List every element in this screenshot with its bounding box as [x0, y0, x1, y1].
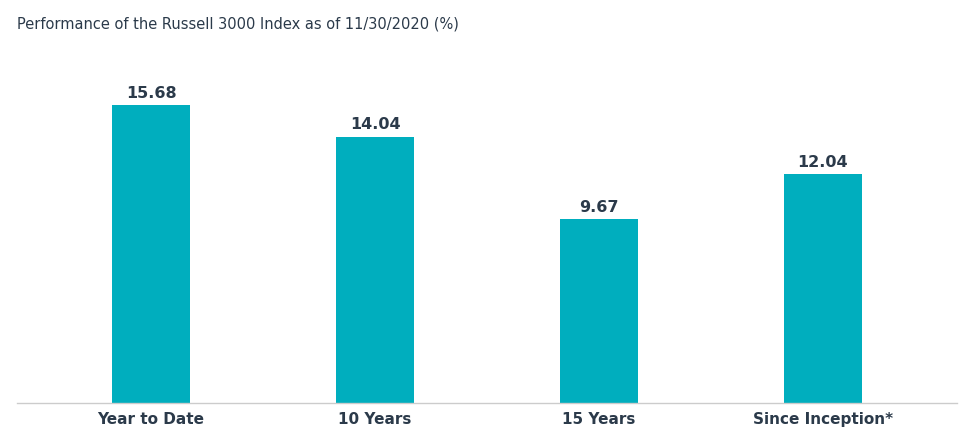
Text: 14.04: 14.04 — [350, 117, 400, 132]
Bar — [560, 219, 638, 403]
Bar — [112, 106, 190, 403]
Text: 15.68: 15.68 — [126, 86, 176, 101]
Bar — [784, 174, 862, 403]
Bar — [336, 137, 414, 403]
Text: 12.04: 12.04 — [798, 155, 848, 170]
Text: Performance of the Russell 3000 Index as of 11/30/2020 (%): Performance of the Russell 3000 Index as… — [17, 17, 459, 32]
Text: 9.67: 9.67 — [580, 200, 618, 214]
